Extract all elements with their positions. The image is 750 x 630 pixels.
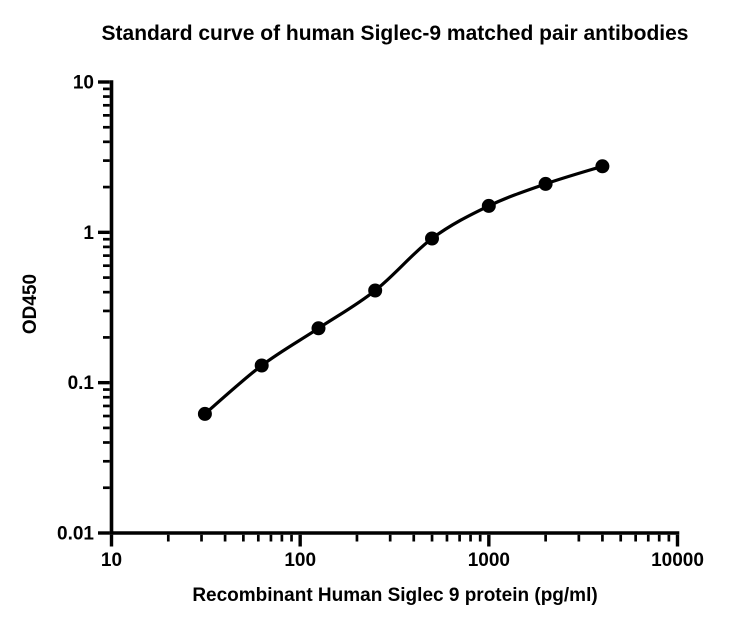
y-tick-label: 0.1: [68, 373, 95, 394]
y-tick-label: 1: [83, 223, 94, 244]
data-point: [425, 231, 439, 246]
y-tick-label: 10: [73, 73, 94, 94]
x-axis-title: Recombinant Human Siglec 9 protein (pg/m…: [192, 585, 598, 606]
x-tick-label: 1000: [468, 550, 510, 571]
data-point: [197, 406, 212, 421]
data-point: [368, 283, 383, 298]
x-tick-label: 10000: [651, 550, 704, 571]
data-point: [311, 321, 326, 336]
data-point: [595, 159, 610, 174]
x-tick-label: 100: [284, 550, 316, 571]
data-point: [481, 198, 496, 213]
fit-curve: [203, 164, 604, 416]
y-tick-label: 0.01: [57, 524, 94, 545]
chart-title: Standard curve of human Siglec-9 matched…: [101, 22, 689, 45]
data-point: [538, 176, 553, 191]
data-point: [254, 358, 269, 373]
x-tick-label: 10: [101, 550, 122, 571]
